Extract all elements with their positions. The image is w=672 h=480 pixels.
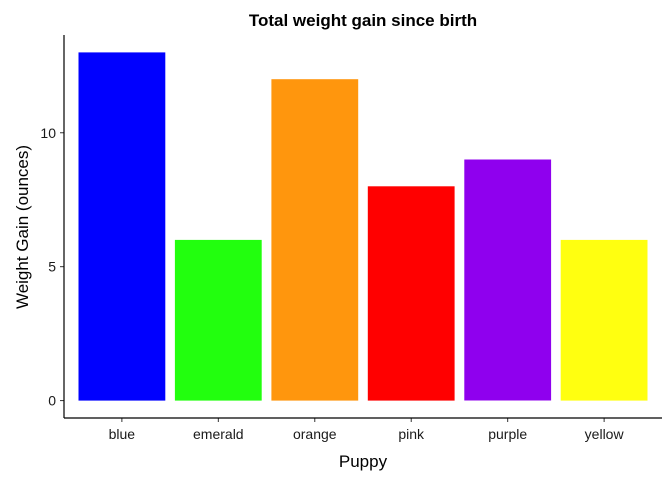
x-tick-label: emerald [193, 426, 244, 442]
x-tick-label: blue [109, 426, 136, 442]
x-tick-label: yellow [585, 426, 625, 442]
bar-purple [464, 159, 552, 401]
bar-pink [367, 186, 455, 401]
bar-blue [78, 52, 166, 401]
bar-yellow [560, 239, 648, 401]
bar-orange [271, 79, 359, 401]
x-tick-label: purple [488, 426, 527, 442]
y-tick-label: 0 [48, 393, 56, 409]
bars-group [78, 52, 648, 401]
y-axis-title: Weight Gain (ounces) [13, 145, 32, 309]
y-tick-label: 5 [48, 259, 56, 275]
x-tick-label: orange [293, 426, 337, 442]
x-axis-ticks: blue emerald orange pink purple yellow [109, 418, 625, 442]
x-axis-title: Puppy [339, 452, 388, 471]
x-tick-label: pink [398, 426, 425, 442]
chart-title: Total weight gain since birth [249, 11, 477, 30]
y-axis-ticks: 0 5 10 [40, 125, 64, 409]
bar-emerald [174, 239, 262, 401]
y-tick-label: 10 [40, 125, 56, 141]
